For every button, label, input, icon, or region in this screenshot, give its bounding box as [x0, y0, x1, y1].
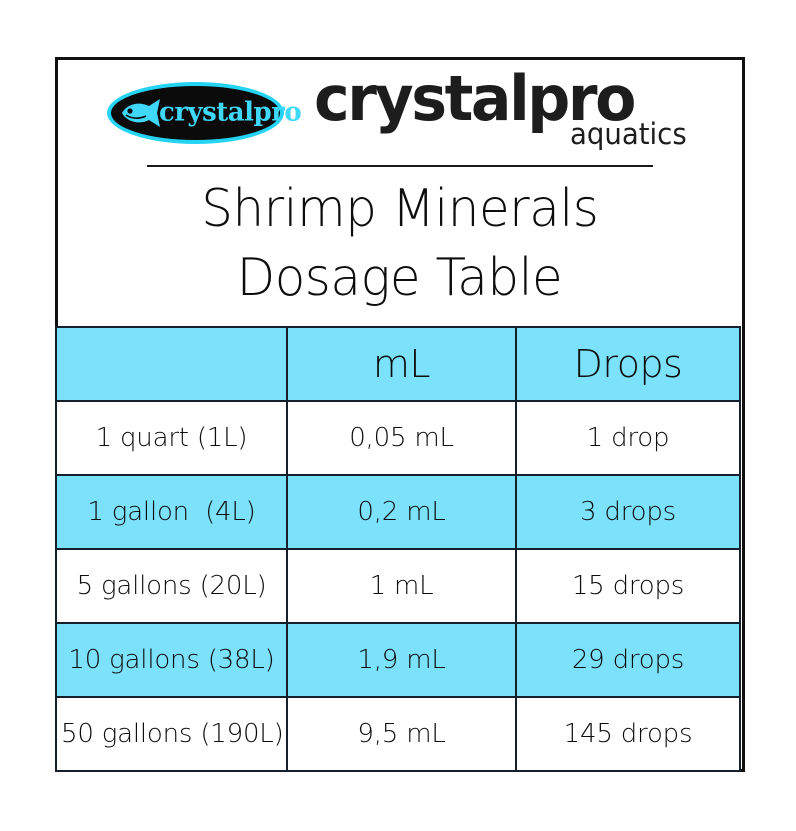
table-row: 50 gallons (190L) 9,5 mL 145 drops — [55, 696, 741, 772]
cell-volume: 5 gallons (20L) — [55, 548, 288, 624]
table-row: 5 gallons (20L) 1 mL 15 drops — [55, 548, 741, 624]
brand-header: crystalpro crystalpro aquatics — [58, 60, 742, 165]
table-body: 1 quart (1L) 0,05 mL 1 drop 1 gallon (4L… — [55, 400, 741, 772]
cell-drops: 29 drops — [515, 622, 741, 698]
header-divider-wrap — [58, 165, 742, 167]
page-title: Shrimp Minerals Dosage Table — [58, 167, 742, 326]
cell-volume: 1 gallon (4L) — [55, 474, 288, 550]
page-title-line2: Dosage Table — [237, 247, 563, 308]
fish-icon — [122, 98, 160, 127]
crystalpro-logo-badge: crystalpro — [107, 81, 302, 144]
column-header-ml: mL — [286, 326, 517, 402]
table-row: 1 quart (1L) 0,05 mL 1 drop — [55, 400, 741, 476]
brand-wordmark-sub: aquatics — [570, 116, 687, 151]
brand-wordmark-main: crystalpro — [314, 61, 636, 135]
cell-ml: 1,9 mL — [286, 622, 517, 698]
brand-wordmark: crystalpro aquatics — [314, 61, 742, 156]
logo-wordmark-text: crystalpro — [159, 96, 302, 127]
dosage-card: crystalpro crystalpro aquatics Shrimp Mi… — [55, 57, 745, 772]
cell-drops: 1 drop — [515, 400, 741, 476]
dosage-table: mL Drops 1 quart (1L) 0,05 mL 1 drop 1 g… — [55, 326, 741, 772]
column-header-drops: Drops — [515, 326, 741, 402]
table-row: 10 gallons (38L) 1,9 mL 29 drops — [55, 622, 741, 698]
cell-volume: 10 gallons (38L) — [55, 622, 288, 698]
cell-drops: 15 drops — [515, 548, 741, 624]
cell-ml: 0,2 mL — [286, 474, 517, 550]
column-header-volume — [55, 326, 288, 402]
table-header: mL Drops — [55, 326, 741, 402]
cell-ml: 0,05 mL — [286, 400, 517, 476]
page-title-line1: Shrimp Minerals — [201, 178, 599, 239]
header-divider — [147, 165, 653, 167]
cell-drops: 3 drops — [515, 474, 741, 550]
cell-ml: 1 mL — [286, 548, 517, 624]
cell-drops: 145 drops — [515, 696, 741, 772]
table-row: 1 gallon (4L) 0,2 mL 3 drops — [55, 474, 741, 550]
cell-volume: 50 gallons (190L) — [55, 696, 288, 772]
cell-volume: 1 quart (1L) — [55, 400, 288, 476]
cell-ml: 9,5 mL — [286, 696, 517, 772]
table-header-row: mL Drops — [55, 326, 741, 402]
